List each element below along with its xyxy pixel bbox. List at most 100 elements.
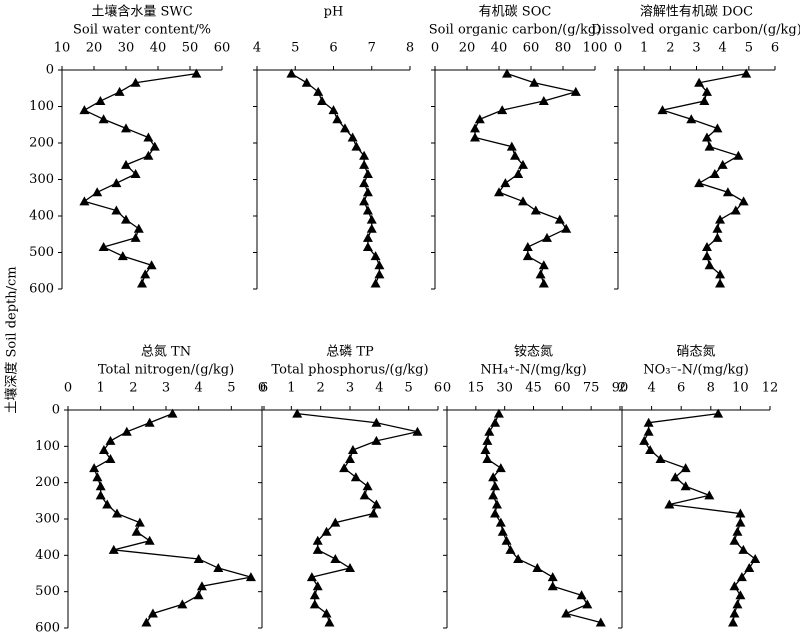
x-tick-label: 1 — [97, 381, 105, 396]
marker — [595, 617, 606, 627]
marker — [366, 214, 377, 224]
marker — [144, 535, 155, 545]
marker — [98, 444, 109, 454]
marker — [95, 490, 106, 500]
marker — [359, 196, 370, 206]
marker — [191, 68, 202, 78]
marker — [582, 599, 593, 609]
marker — [522, 242, 533, 252]
marker — [701, 132, 712, 142]
marker — [518, 159, 528, 169]
marker — [735, 517, 746, 527]
marker — [494, 187, 504, 197]
marker — [701, 242, 712, 252]
marker — [488, 490, 499, 500]
x-tick-label: 8 — [707, 381, 715, 396]
marker — [547, 572, 558, 582]
marker — [89, 463, 100, 473]
marker — [694, 178, 705, 188]
marker — [130, 169, 141, 179]
x-tick-label: 50 — [182, 41, 199, 56]
marker — [347, 444, 358, 454]
marker — [137, 278, 147, 288]
marker — [213, 563, 224, 573]
marker — [712, 232, 723, 242]
y-tick-label: 400 — [35, 548, 60, 563]
x-tick-label: 6 — [677, 381, 685, 396]
x-tick-label: 7 — [368, 41, 376, 56]
x-tick-label: 40 — [491, 41, 508, 56]
x-tick-label: 0 — [614, 41, 622, 56]
marker — [374, 260, 385, 270]
marker — [735, 590, 746, 600]
marker — [482, 435, 493, 445]
marker — [111, 178, 122, 188]
x-tick-label: 3 — [692, 41, 700, 56]
marker — [371, 435, 382, 445]
marker — [722, 187, 733, 197]
y-tick-label: 100 — [35, 439, 60, 454]
marker — [347, 132, 358, 142]
marker — [733, 150, 744, 160]
marker — [491, 499, 502, 509]
marker — [312, 535, 323, 545]
marker — [729, 535, 740, 545]
marker — [92, 472, 103, 482]
marker — [694, 77, 705, 87]
x-tick-label: 100 — [583, 41, 608, 56]
marker — [480, 444, 491, 454]
marker — [570, 86, 581, 96]
marker — [321, 526, 332, 536]
marker — [193, 590, 204, 600]
marker — [561, 223, 572, 233]
x-tick-label: 10 — [732, 381, 749, 396]
marker — [371, 499, 382, 509]
marker — [538, 260, 549, 270]
marker — [141, 617, 152, 627]
panel-title: 硝态氮 — [676, 345, 715, 360]
marker — [535, 269, 546, 279]
marker — [495, 517, 506, 527]
marker — [513, 169, 524, 179]
x-tick-label: 4 — [195, 381, 203, 396]
marker — [490, 417, 501, 427]
marker — [484, 426, 495, 436]
marker — [412, 426, 423, 436]
x-tick-label: 3 — [346, 381, 354, 396]
profile-line — [474, 73, 576, 284]
y-tick-label: 200 — [29, 136, 54, 151]
marker — [501, 535, 512, 545]
y-tick-label: 300 — [35, 512, 60, 527]
marker — [538, 96, 549, 106]
y-tick-label: 600 — [29, 282, 54, 297]
marker — [680, 463, 691, 473]
y-tick-label: 600 — [35, 621, 60, 636]
marker — [130, 77, 141, 87]
marker — [108, 544, 119, 554]
marker — [370, 251, 381, 261]
marker — [657, 105, 668, 115]
marker — [670, 472, 681, 482]
marker — [518, 196, 528, 206]
panel-title: 有机碳 SOC — [479, 5, 552, 20]
marker — [529, 77, 540, 87]
marker — [362, 232, 373, 242]
profile-line — [82, 73, 197, 284]
marker — [715, 278, 726, 288]
x-tick-label: 20 — [459, 41, 476, 56]
x-tick-label: 8 — [406, 41, 414, 56]
profile-line — [93, 413, 252, 623]
marker — [374, 269, 385, 279]
marker — [177, 599, 188, 609]
marker — [482, 454, 493, 464]
marker — [362, 481, 373, 491]
y-tick-label: 0 — [46, 63, 54, 78]
marker — [493, 408, 504, 418]
x-tick-label: 2 — [666, 41, 674, 56]
marker — [561, 608, 572, 618]
marker — [121, 214, 131, 224]
marker — [643, 417, 654, 427]
x-tick-label: 6 — [771, 41, 779, 56]
marker — [114, 86, 125, 96]
marker — [117, 251, 128, 261]
